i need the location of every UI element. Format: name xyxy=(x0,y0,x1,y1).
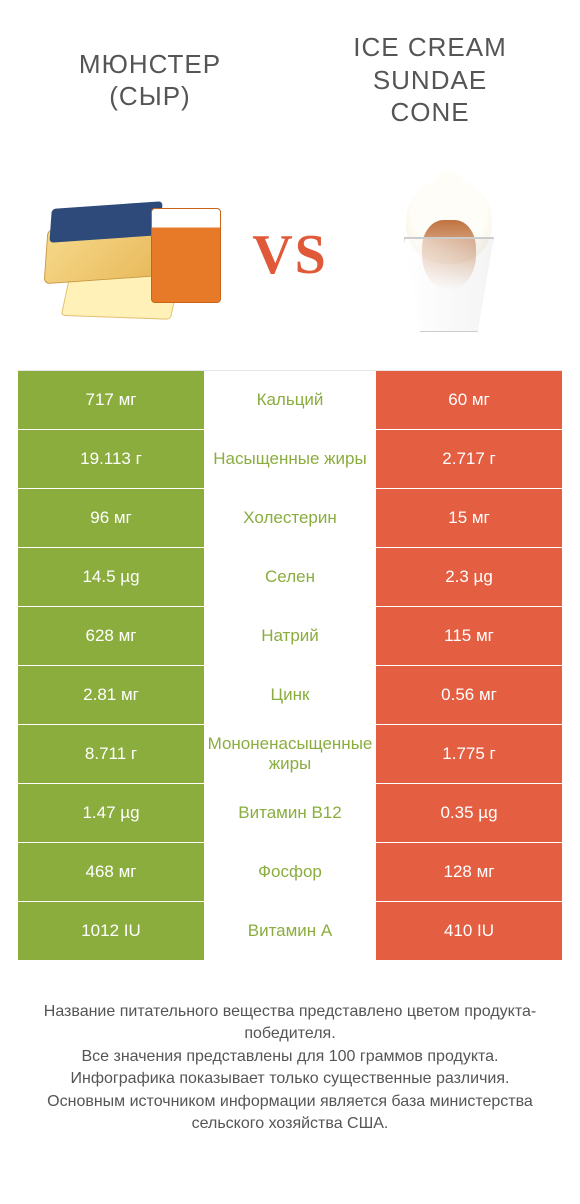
table-row: 1012 IUВитамин A410 IU xyxy=(18,902,562,961)
value-right: 60 мг xyxy=(376,371,562,429)
footer-line: Все значения представлены для 100 граммо… xyxy=(30,1046,550,1068)
table-row: 468 мгФосфор128 мг xyxy=(18,843,562,902)
value-left: 628 мг xyxy=(18,607,204,665)
value-left: 14.5 µg xyxy=(18,548,204,606)
cheese-icon xyxy=(41,190,221,320)
footer-line: Название питательного вещества представл… xyxy=(30,1001,550,1046)
table-row: 2.81 мгЦинк0.56 мг xyxy=(18,666,562,725)
sundae-icon xyxy=(384,170,514,340)
value-right: 128 мг xyxy=(376,843,562,901)
nutrient-label: Фосфор xyxy=(204,843,376,901)
nutrient-label: Цинк xyxy=(204,666,376,724)
title-left-line1: МЮНСТЕР xyxy=(79,49,221,79)
table-row: 8.711 гМононенасыщенные жиры1.775 г xyxy=(18,725,562,784)
value-left: 96 мг xyxy=(18,489,204,547)
value-left: 717 мг xyxy=(18,371,204,429)
footer-line: Основным источником информации является … xyxy=(30,1091,550,1136)
value-right: 115 мг xyxy=(376,607,562,665)
image-row: VS xyxy=(0,150,580,360)
nutrient-label: Натрий xyxy=(204,607,376,665)
footer-notes: Название питательного вещества представл… xyxy=(30,1001,550,1135)
value-right: 2.3 µg xyxy=(376,548,562,606)
value-left: 468 мг xyxy=(18,843,204,901)
nutrient-label: Насыщенные жиры xyxy=(204,430,376,488)
nutrient-label: Мононенасыщенные жиры xyxy=(204,725,376,783)
nutrient-label: Холестерин xyxy=(204,489,376,547)
nutrient-label: Витамин A xyxy=(204,902,376,960)
table-row: 1.47 µgВитамин B120.35 µg xyxy=(18,784,562,843)
title-right-line1: ICE CREAM xyxy=(353,32,506,62)
product-left-image xyxy=(10,150,252,360)
product-right-image xyxy=(328,150,570,360)
footer-line: Инфографика показывает только существенн… xyxy=(30,1068,550,1090)
table-row: 19.113 гНасыщенные жиры2.717 г xyxy=(18,430,562,489)
value-right: 15 мг xyxy=(376,489,562,547)
value-left: 2.81 мг xyxy=(18,666,204,724)
table-row: 628 мгНатрий115 мг xyxy=(18,607,562,666)
nutrient-label: Кальций xyxy=(204,371,376,429)
table-row: 717 мгКальций60 мг xyxy=(18,371,562,430)
product-right-title: ICE CREAM SUNDAE CONE xyxy=(290,31,570,129)
nutrient-label: Витамин B12 xyxy=(204,784,376,842)
title-right-line3: CONE xyxy=(390,97,469,127)
vs-label: VS xyxy=(252,223,328,287)
value-right: 1.775 г xyxy=(376,725,562,783)
value-left: 1.47 µg xyxy=(18,784,204,842)
value-left: 8.711 г xyxy=(18,725,204,783)
table-row: 96 мгХолестерин15 мг xyxy=(18,489,562,548)
value-left: 19.113 г xyxy=(18,430,204,488)
value-right: 0.35 µg xyxy=(376,784,562,842)
value-right: 2.717 г xyxy=(376,430,562,488)
title-row: МЮНСТЕР (СЫР) ICE CREAM SUNDAE CONE xyxy=(0,0,580,150)
product-left-title: МЮНСТЕР (СЫР) xyxy=(10,48,290,113)
title-left-line2: (СЫР) xyxy=(109,81,190,111)
value-right: 0.56 мг xyxy=(376,666,562,724)
comparison-table: 717 мгКальций60 мг19.113 гНасыщенные жир… xyxy=(18,370,562,961)
table-row: 14.5 µgСелен2.3 µg xyxy=(18,548,562,607)
title-right-line2: SUNDAE xyxy=(373,65,487,95)
value-right: 410 IU xyxy=(376,902,562,960)
nutrient-label: Селен xyxy=(204,548,376,606)
value-left: 1012 IU xyxy=(18,902,204,960)
